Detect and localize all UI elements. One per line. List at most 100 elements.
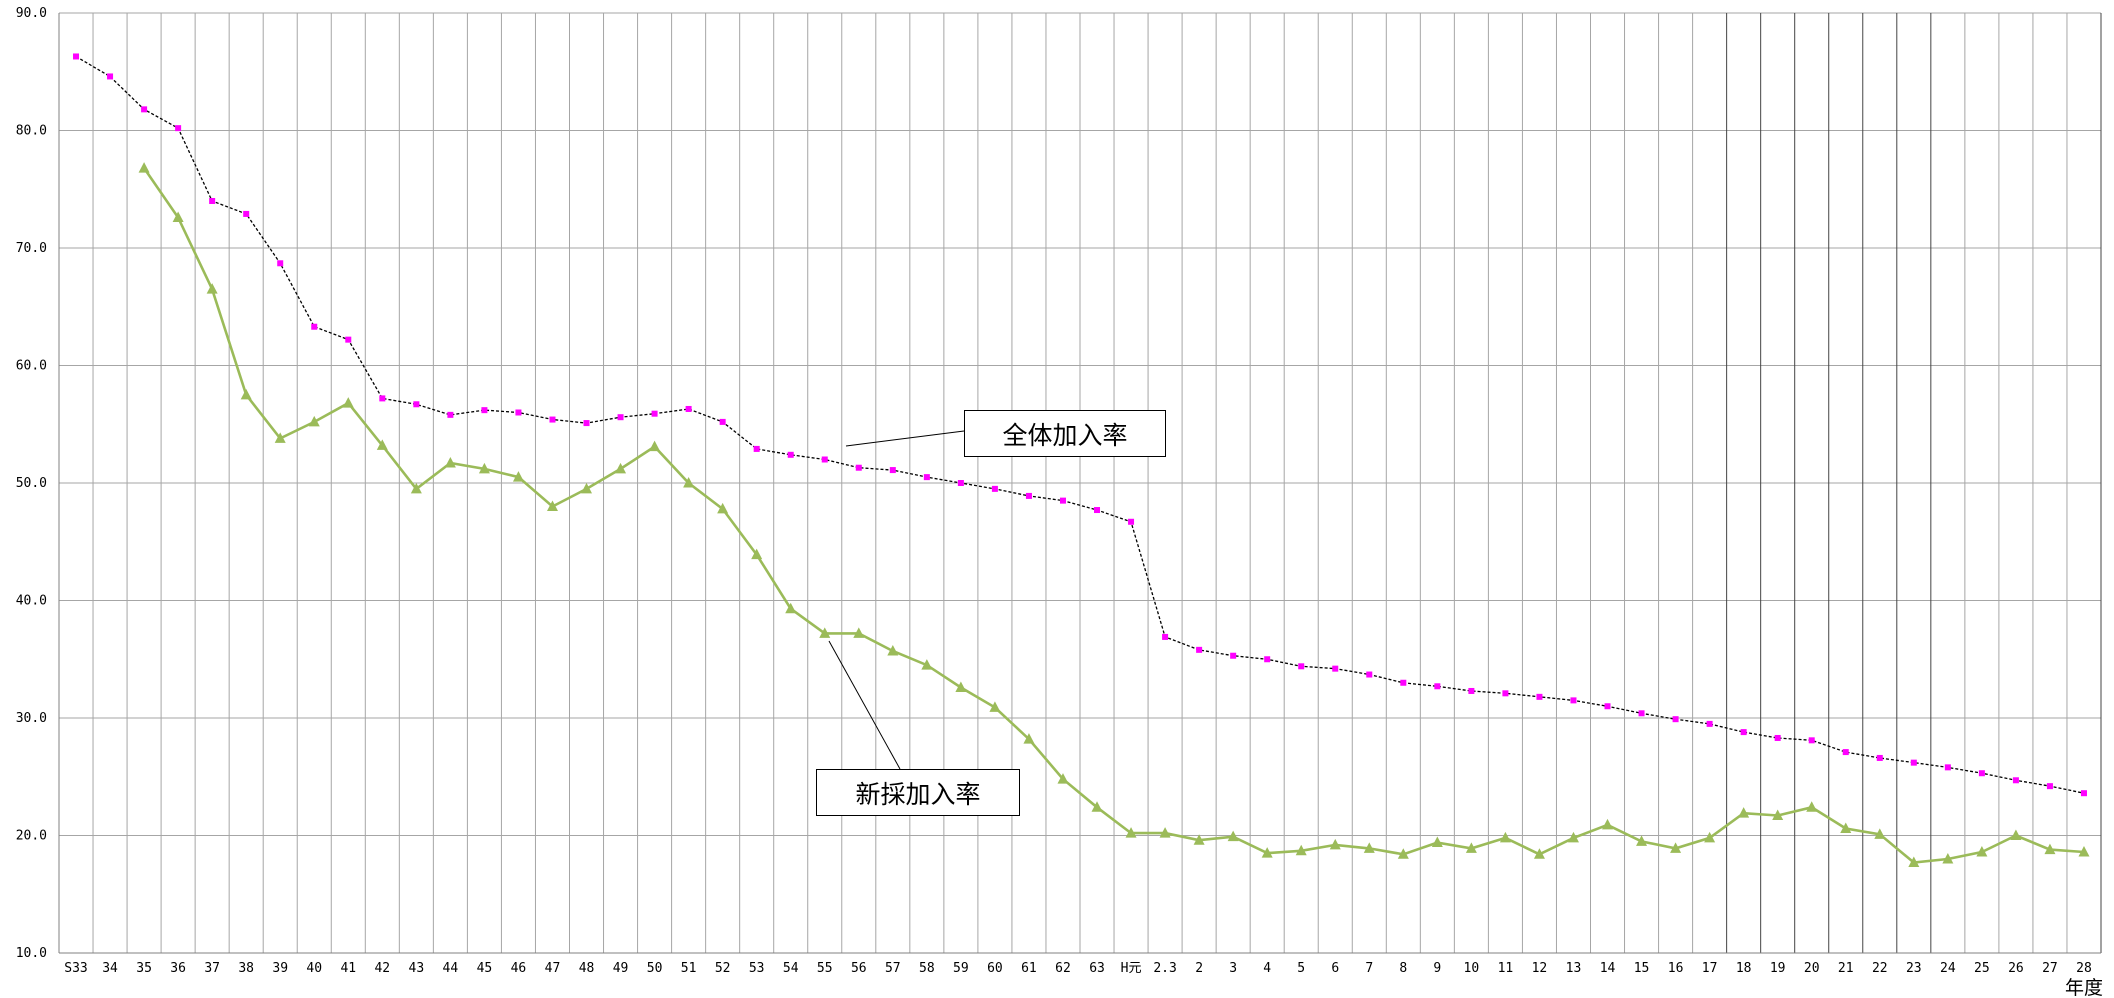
data-point-triangle [989,701,1001,712]
data-point-square [1672,716,1679,723]
x-tick-label: 15 [1634,961,1650,976]
data-point-square [1808,737,1815,744]
data-point-square [345,336,352,343]
leader-line-total [845,430,965,447]
data-point-square [1366,671,1373,678]
x-tick-label: 56 [851,961,867,976]
x-tick-label: 40 [306,961,322,976]
data-point-square [175,125,182,132]
x-tick-label: 54 [783,961,799,976]
data-point-triangle [1397,848,1409,859]
data-point-triangle [1533,848,1545,859]
data-point-square [991,485,998,492]
x-tick-label: 12 [1532,961,1548,976]
data-point-square [1059,497,1066,504]
data-point-triangle [1227,830,1239,842]
data-point-triangle [1465,842,1477,853]
callout-leaders [828,430,965,770]
x-tick-label: 16 [1668,961,1684,976]
data-point-triangle [1567,831,1579,843]
data-point-square [1944,764,1951,771]
data-point-triangle [1125,827,1137,838]
data-point-triangle [853,627,865,638]
x-tick-label: 43 [409,961,425,976]
x-tick-label: 11 [1498,961,1514,976]
x-tick-label: 45 [477,961,493,976]
x-tick-label: 52 [715,961,731,976]
data-point-triangle [1874,828,1886,839]
data-point-square [753,445,760,452]
data-point-square [549,416,556,423]
x-tick-label: 20 [1804,961,1820,976]
data-point-square [685,405,692,412]
data-point-triangle [1738,807,1750,818]
x-tick-label: 48 [579,961,595,976]
data-point-triangle [546,500,558,511]
data-point-square [107,73,114,80]
x-tick-label: 47 [545,961,561,976]
x-tick-label: 36 [170,961,186,976]
data-point-triangle [717,502,729,514]
data-point-triangle [1363,842,1375,853]
x-tick-label: 24 [1940,961,1956,976]
data-point-square [583,420,590,427]
x-tick-label: 46 [511,961,527,976]
data-point-triangle [478,462,490,474]
series-layer [73,53,2090,868]
data-point-square [787,451,794,458]
data-point-triangle [376,439,388,450]
data-point-square [379,395,386,402]
series-line [75,55,2085,794]
data-point-triangle [1023,733,1035,744]
data-point-square [515,409,522,416]
data-point-square [1230,652,1237,659]
data-point-square [1740,729,1747,736]
x-tick-label: S33 [64,961,87,976]
x-tick-label: 37 [204,961,220,976]
data-point-triangle [1840,822,1852,833]
data-point-square [855,464,862,471]
data-point-triangle [955,681,967,692]
x-tick-label: 49 [613,961,629,976]
data-point-triangle [1057,773,1069,784]
x-tick-label: 51 [681,961,697,976]
data-point-square [2080,790,2087,797]
x-tick-label: 62 [1055,961,1071,976]
data-point-square [1128,518,1135,525]
data-point-triangle [1636,835,1648,846]
data-point-square [2046,783,2053,790]
data-point-triangle [512,471,524,482]
data-point-square [209,198,216,204]
series-new-hires [138,162,2090,868]
data-point-triangle [1091,801,1103,812]
data-point-triangle [1159,827,1171,838]
x-tick-label: 44 [443,961,459,976]
data-point-triangle [444,457,456,468]
data-point-triangle [1670,842,1682,853]
data-point-square [1434,683,1441,690]
x-tick-label: 26 [2008,961,2024,976]
x-tick-label: 19 [1770,961,1786,976]
x-tick-label: 41 [340,961,356,976]
data-point-triangle [921,659,933,670]
x-tick-label: 13 [1566,961,1582,976]
data-point-square [1400,679,1407,686]
data-point-triangle [410,482,422,494]
data-point-triangle [2078,845,2090,857]
data-point-triangle [2044,843,2056,855]
x-tick-label: 2.3 [1153,961,1176,976]
data-point-square [1264,656,1271,663]
data-point-triangle [1295,844,1307,856]
data-point-square [447,411,454,418]
data-point-square [1876,754,1883,761]
x-tick-label: 4 [1263,961,1271,976]
data-point-square [1094,507,1101,514]
data-point-triangle [649,440,661,452]
y-tick-label: 40.0 [16,594,47,609]
y-tick-label: 70.0 [16,241,47,256]
data-point-triangle [785,602,797,614]
series-label-new-hires: 新採加入率 [816,769,1020,816]
y-tick-label: 80.0 [16,124,47,139]
data-point-square [1638,710,1645,717]
data-point-square [821,456,828,463]
